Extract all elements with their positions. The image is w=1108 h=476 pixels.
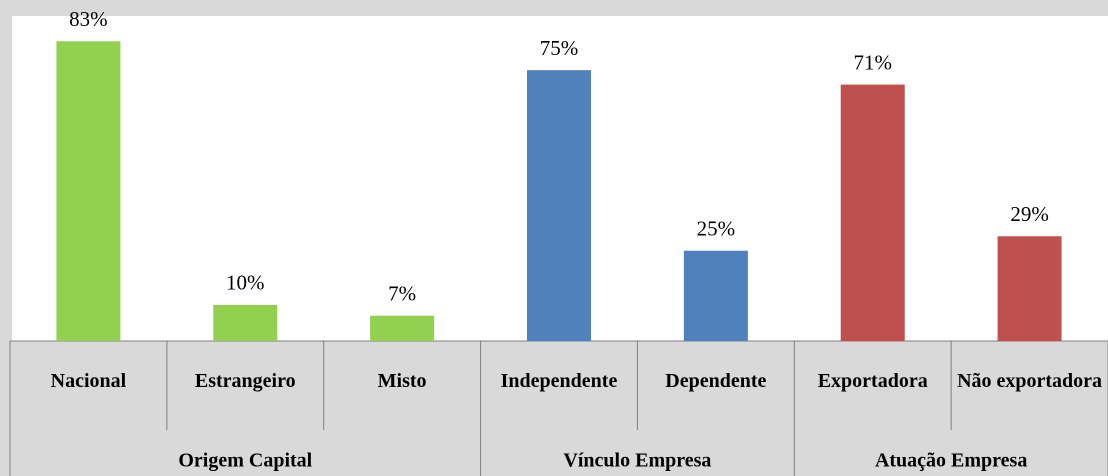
data-label: 75% bbox=[540, 36, 579, 60]
x-tick-label-box: Independente bbox=[500, 369, 618, 392]
x-tick-label: Exportadora bbox=[817, 369, 928, 392]
data-label: 7% bbox=[388, 282, 416, 306]
group-label: Origem Capital bbox=[178, 450, 312, 472]
x-tick-label: Nacional bbox=[50, 369, 127, 392]
x-tick-label: Dependente bbox=[665, 369, 767, 392]
x-tick-label-box: Não exportadora bbox=[957, 369, 1103, 392]
bar bbox=[840, 84, 905, 341]
x-tick-label-box: Estrangeiro bbox=[194, 369, 296, 392]
x-tick-label: Estrangeiro bbox=[194, 369, 296, 392]
x-tick-label: Não exportadora bbox=[957, 369, 1103, 392]
group-label: Atuação Empresa bbox=[875, 450, 1027, 472]
x-tick-label: Misto bbox=[377, 369, 427, 392]
bar bbox=[370, 315, 435, 341]
x-tick-label-box: Nacional bbox=[50, 369, 127, 392]
data-label: 83% bbox=[69, 7, 108, 31]
bar bbox=[56, 41, 121, 342]
x-tick-label: Independente bbox=[500, 369, 618, 392]
data-label: 71% bbox=[853, 50, 892, 74]
x-tick-label-box: Dependente bbox=[665, 369, 767, 392]
bar bbox=[213, 304, 278, 341]
data-label: 25% bbox=[697, 217, 736, 241]
bar bbox=[997, 236, 1062, 341]
x-tick-label-box: Misto bbox=[377, 369, 427, 392]
data-label: 29% bbox=[1010, 202, 1049, 226]
group-label: Vínculo Empresa bbox=[563, 450, 711, 472]
x-tick-label-box: Exportadora bbox=[817, 369, 928, 392]
bar bbox=[683, 250, 748, 341]
data-label: 10% bbox=[226, 271, 265, 295]
bar bbox=[527, 70, 591, 342]
